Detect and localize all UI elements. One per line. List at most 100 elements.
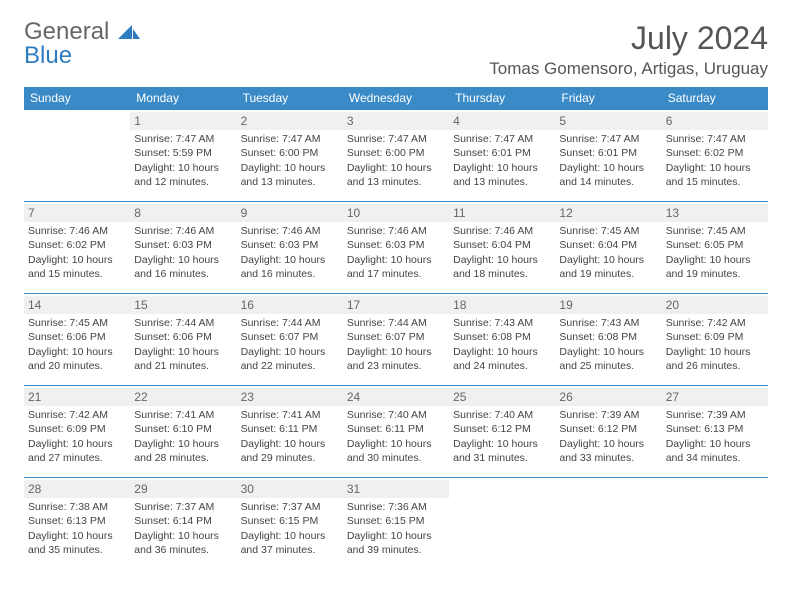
calendar-cell bbox=[24, 110, 130, 202]
calendar-cell: 27Sunrise: 7:39 AMSunset: 6:13 PMDayligh… bbox=[662, 386, 768, 478]
sunrise-line: Sunrise: 7:45 AM bbox=[666, 224, 764, 238]
calendar-cell: 1Sunrise: 7:47 AMSunset: 5:59 PMDaylight… bbox=[130, 110, 236, 202]
sunrise-line: Sunrise: 7:46 AM bbox=[241, 224, 339, 238]
sunrise-line: Sunrise: 7:47 AM bbox=[347, 132, 445, 146]
calendar-cell: 29Sunrise: 7:37 AMSunset: 6:14 PMDayligh… bbox=[130, 478, 236, 570]
daylight-line: Daylight: 10 hours and 39 minutes. bbox=[347, 529, 445, 557]
sunset-line: Sunset: 6:03 PM bbox=[134, 238, 232, 252]
sunset-line: Sunset: 6:08 PM bbox=[559, 330, 657, 344]
sunset-line: Sunset: 6:12 PM bbox=[453, 422, 551, 436]
daylight-line: Daylight: 10 hours and 13 minutes. bbox=[241, 161, 339, 189]
sunset-line: Sunset: 6:13 PM bbox=[28, 514, 126, 528]
calendar-cell: 2Sunrise: 7:47 AMSunset: 6:00 PMDaylight… bbox=[237, 110, 343, 202]
calendar-cell: 18Sunrise: 7:43 AMSunset: 6:08 PMDayligh… bbox=[449, 294, 555, 386]
sunset-line: Sunset: 6:15 PM bbox=[241, 514, 339, 528]
daylight-line: Daylight: 10 hours and 25 minutes. bbox=[559, 345, 657, 373]
sunset-line: Sunset: 5:59 PM bbox=[134, 146, 232, 160]
sunrise-line: Sunrise: 7:44 AM bbox=[134, 316, 232, 330]
calendar-cell: 3Sunrise: 7:47 AMSunset: 6:00 PMDaylight… bbox=[343, 110, 449, 202]
daylight-line: Daylight: 10 hours and 14 minutes. bbox=[559, 161, 657, 189]
daylight-line: Daylight: 10 hours and 13 minutes. bbox=[453, 161, 551, 189]
sunset-line: Sunset: 6:11 PM bbox=[241, 422, 339, 436]
day-number: 21 bbox=[24, 388, 130, 406]
sunrise-line: Sunrise: 7:43 AM bbox=[559, 316, 657, 330]
calendar-week: 21Sunrise: 7:42 AMSunset: 6:09 PMDayligh… bbox=[24, 386, 768, 478]
calendar-cell: 28Sunrise: 7:38 AMSunset: 6:13 PMDayligh… bbox=[24, 478, 130, 570]
calendar-cell: 13Sunrise: 7:45 AMSunset: 6:05 PMDayligh… bbox=[662, 202, 768, 294]
calendar-cell: 25Sunrise: 7:40 AMSunset: 6:12 PMDayligh… bbox=[449, 386, 555, 478]
daylight-line: Daylight: 10 hours and 26 minutes. bbox=[666, 345, 764, 373]
daylight-line: Daylight: 10 hours and 19 minutes. bbox=[559, 253, 657, 281]
daylight-line: Daylight: 10 hours and 28 minutes. bbox=[134, 437, 232, 465]
calendar-cell: 8Sunrise: 7:46 AMSunset: 6:03 PMDaylight… bbox=[130, 202, 236, 294]
calendar-cell: 11Sunrise: 7:46 AMSunset: 6:04 PMDayligh… bbox=[449, 202, 555, 294]
sunrise-line: Sunrise: 7:38 AM bbox=[28, 500, 126, 514]
calendar-week: 14Sunrise: 7:45 AMSunset: 6:06 PMDayligh… bbox=[24, 294, 768, 386]
calendar-week: 28Sunrise: 7:38 AMSunset: 6:13 PMDayligh… bbox=[24, 478, 768, 570]
sunset-line: Sunset: 6:15 PM bbox=[347, 514, 445, 528]
day-header: Thursday bbox=[449, 87, 555, 110]
sunrise-line: Sunrise: 7:47 AM bbox=[134, 132, 232, 146]
daylight-line: Daylight: 10 hours and 18 minutes. bbox=[453, 253, 551, 281]
calendar-cell: 5Sunrise: 7:47 AMSunset: 6:01 PMDaylight… bbox=[555, 110, 661, 202]
day-number: 17 bbox=[343, 296, 449, 314]
daylight-line: Daylight: 10 hours and 33 minutes. bbox=[559, 437, 657, 465]
sunrise-line: Sunrise: 7:39 AM bbox=[559, 408, 657, 422]
daylight-line: Daylight: 10 hours and 31 minutes. bbox=[453, 437, 551, 465]
sunrise-line: Sunrise: 7:47 AM bbox=[559, 132, 657, 146]
sunrise-line: Sunrise: 7:46 AM bbox=[453, 224, 551, 238]
calendar-cell bbox=[662, 478, 768, 570]
sunset-line: Sunset: 6:02 PM bbox=[666, 146, 764, 160]
day-number: 15 bbox=[130, 296, 236, 314]
daylight-line: Daylight: 10 hours and 27 minutes. bbox=[28, 437, 126, 465]
day-number: 22 bbox=[130, 388, 236, 406]
sunrise-line: Sunrise: 7:42 AM bbox=[28, 408, 126, 422]
sunset-line: Sunset: 6:04 PM bbox=[453, 238, 551, 252]
logo: General Blue bbox=[24, 20, 140, 68]
day-number: 9 bbox=[237, 204, 343, 222]
day-number: 10 bbox=[343, 204, 449, 222]
day-number: 2 bbox=[237, 112, 343, 130]
sunset-line: Sunset: 6:03 PM bbox=[241, 238, 339, 252]
calendar-body: 1Sunrise: 7:47 AMSunset: 5:59 PMDaylight… bbox=[24, 110, 768, 570]
calendar-cell: 12Sunrise: 7:45 AMSunset: 6:04 PMDayligh… bbox=[555, 202, 661, 294]
sunset-line: Sunset: 6:05 PM bbox=[666, 238, 764, 252]
day-number: 5 bbox=[555, 112, 661, 130]
sunrise-line: Sunrise: 7:45 AM bbox=[559, 224, 657, 238]
daylight-line: Daylight: 10 hours and 19 minutes. bbox=[666, 253, 764, 281]
sunrise-line: Sunrise: 7:47 AM bbox=[453, 132, 551, 146]
calendar-cell: 14Sunrise: 7:45 AMSunset: 6:06 PMDayligh… bbox=[24, 294, 130, 386]
day-number: 1 bbox=[130, 112, 236, 130]
title-block: July 2024 Tomas Gomensoro, Artigas, Urug… bbox=[489, 20, 768, 79]
sunrise-line: Sunrise: 7:41 AM bbox=[134, 408, 232, 422]
calendar-cell: 9 Sunrise: 7:46 AMSunset: 6:03 PMDaylight… bbox=[237, 202, 343, 294]
daylight-line: Daylight: 10 hours and 35 minutes. bbox=[28, 529, 126, 557]
sunrise-line: Sunrise: 7:46 AM bbox=[134, 224, 232, 238]
sunrise-line: Sunrise: 7:45 AM bbox=[28, 316, 126, 330]
sunset-line: Sunset: 6:03 PM bbox=[347, 238, 445, 252]
daylight-line: Daylight: 10 hours and 20 minutes. bbox=[28, 345, 126, 373]
calendar-week: 1Sunrise: 7:47 AMSunset: 5:59 PMDaylight… bbox=[24, 110, 768, 202]
daylight-line: Daylight: 10 hours and 16 minutes. bbox=[241, 253, 339, 281]
daylight-line: Daylight: 10 hours and 21 minutes. bbox=[134, 345, 232, 373]
sunset-line: Sunset: 6:06 PM bbox=[134, 330, 232, 344]
sunset-line: Sunset: 6:12 PM bbox=[559, 422, 657, 436]
sunset-line: Sunset: 6:04 PM bbox=[559, 238, 657, 252]
day-header: Wednesday bbox=[343, 87, 449, 110]
daylight-line: Daylight: 10 hours and 15 minutes. bbox=[28, 253, 126, 281]
calendar-cell: 19 Sunrise: 7:43 AMSunset: 6:08 PMDayligh… bbox=[555, 294, 661, 386]
day-number: 4 bbox=[449, 112, 555, 130]
daylight-line: Daylight: 10 hours and 16 minutes. bbox=[134, 253, 232, 281]
sunset-line: Sunset: 6:13 PM bbox=[666, 422, 764, 436]
day-header: Monday bbox=[130, 87, 236, 110]
day-number: 19 bbox=[555, 296, 661, 314]
calendar-cell bbox=[555, 478, 661, 570]
sunset-line: Sunset: 6:14 PM bbox=[134, 514, 232, 528]
sunset-line: Sunset: 6:01 PM bbox=[453, 146, 551, 160]
day-number: 18 bbox=[449, 296, 555, 314]
daylight-line: Daylight: 10 hours and 34 minutes. bbox=[666, 437, 764, 465]
sunrise-line: Sunrise: 7:47 AM bbox=[666, 132, 764, 146]
day-header: Sunday bbox=[24, 87, 130, 110]
calendar-cell: 15 Sunrise: 7:44 AMSunset: 6:06 PMDayligh… bbox=[130, 294, 236, 386]
sunrise-line: Sunrise: 7:41 AM bbox=[241, 408, 339, 422]
